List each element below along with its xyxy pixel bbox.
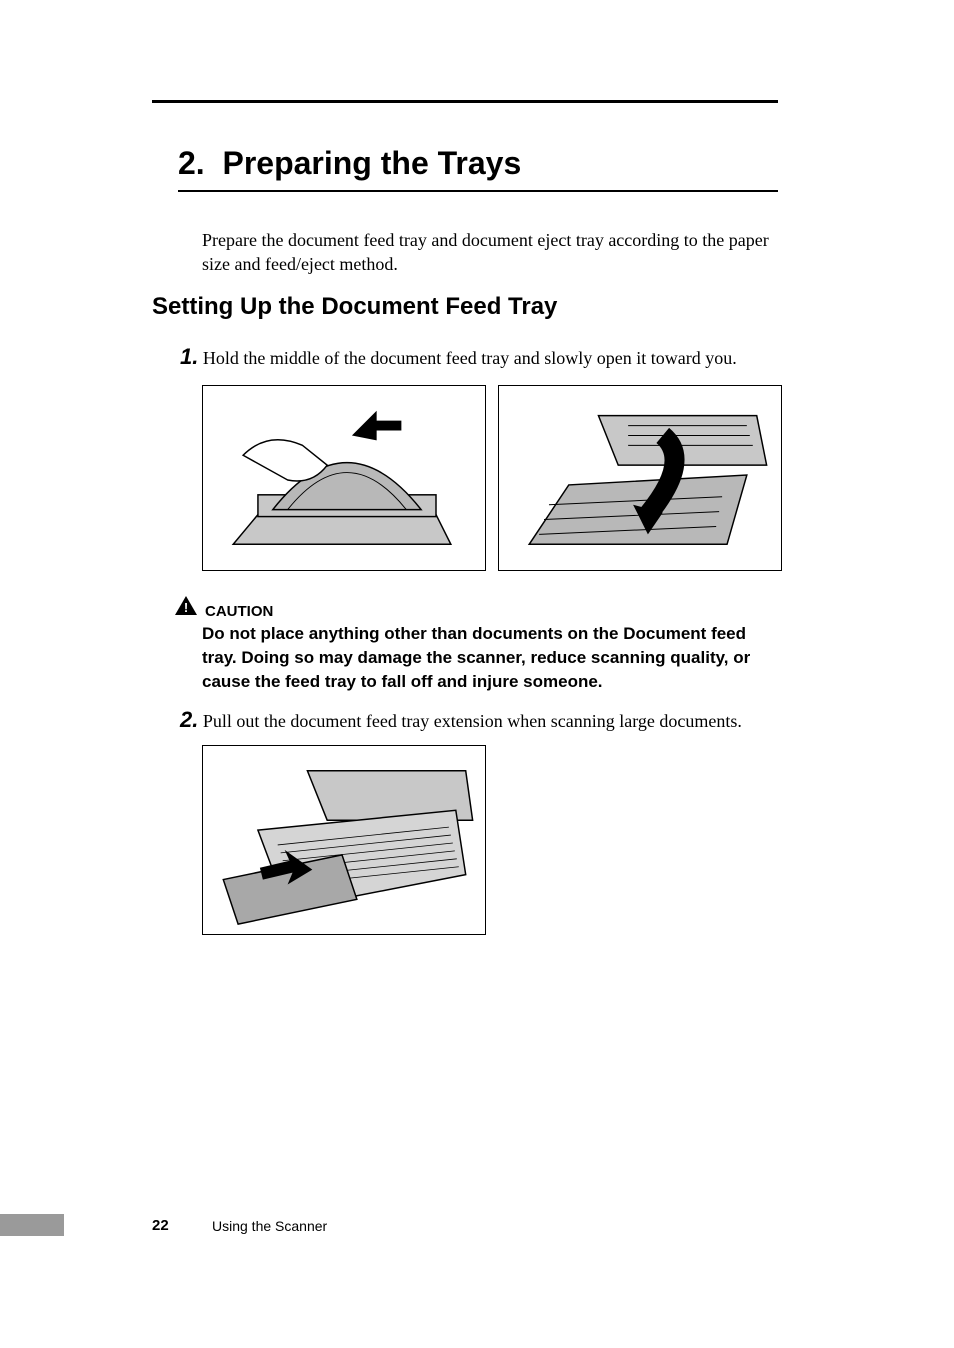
step-1-text: Hold the middle of the document feed tra… bbox=[198, 348, 736, 368]
caution-label: CAUTION bbox=[205, 601, 273, 620]
chapter-heading: 2. Preparing the Trays bbox=[178, 145, 778, 182]
intro-text: Prepare the document feed tray and docum… bbox=[202, 228, 782, 277]
caution-icon: ! bbox=[175, 596, 197, 620]
chapter-rule bbox=[178, 190, 778, 192]
section-heading: Setting Up the Document Feed Tray bbox=[152, 293, 557, 321]
step-1: 1. Hold the middle of the document feed … bbox=[180, 344, 780, 370]
step-2-number: 2. bbox=[180, 707, 198, 733]
figure-open-tray-hand bbox=[202, 385, 486, 571]
step-2-text: Pull out the document feed tray extensio… bbox=[198, 711, 742, 731]
step-2: 2. Pull out the document feed tray exten… bbox=[180, 707, 780, 733]
header-rule bbox=[152, 100, 778, 103]
footer-tab bbox=[0, 1214, 64, 1236]
step-2-figure bbox=[202, 745, 486, 935]
figure-open-tray-arrow bbox=[498, 385, 782, 571]
step-1-figures bbox=[202, 385, 782, 571]
page-number: 22 bbox=[152, 1217, 169, 1234]
figure-tray-extension bbox=[202, 745, 486, 935]
svg-text:!: ! bbox=[184, 600, 188, 615]
caution-block: ! CAUTION Do not place anything other th… bbox=[175, 596, 780, 693]
page-footer: 22 Using the Scanner bbox=[0, 1214, 954, 1236]
chapter-number: 2. bbox=[178, 145, 205, 181]
caution-text: Do not place anything other than documen… bbox=[202, 622, 780, 693]
chapter-title: Preparing the Trays bbox=[222, 145, 521, 181]
footer-section-label: Using the Scanner bbox=[212, 1218, 327, 1234]
step-1-number: 1. bbox=[180, 344, 198, 370]
